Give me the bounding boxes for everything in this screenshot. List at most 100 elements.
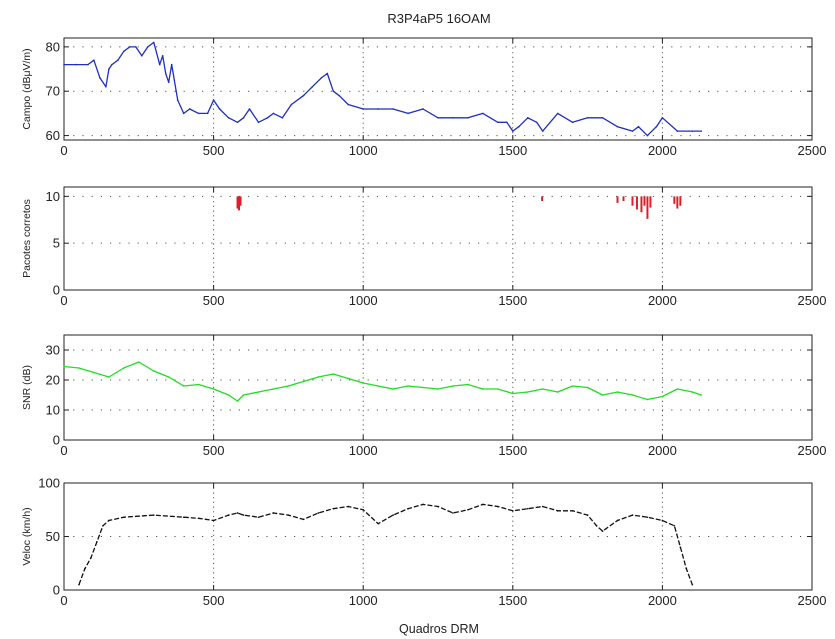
axes-frame: [63, 37, 813, 141]
data-point-veloc: [631, 514, 634, 516]
axes-frame: [63, 186, 813, 291]
data-point-snr: [236, 400, 239, 402]
data-point-veloc: [646, 516, 649, 519]
data-point-veloc: [377, 522, 379, 525]
data-point-campo: [99, 77, 101, 79]
data-point-veloc: [661, 519, 664, 522]
data-point-snr: [332, 373, 335, 375]
data-point-snr: [93, 371, 95, 374]
y-axis-label-campo: Campo (dBμV/m): [21, 48, 33, 129]
data-point-campo: [526, 117, 529, 119]
data-point-veloc: [571, 510, 574, 512]
y-tick-label: 0: [53, 583, 60, 598]
data-point-campo: [392, 108, 394, 110]
data-point-campo: [152, 41, 155, 44]
x-tick-label: 500: [203, 293, 225, 308]
data-point-campo: [170, 63, 173, 66]
data-point-snr: [437, 388, 439, 390]
data-point-campo: [467, 117, 469, 119]
axes-frame: [63, 334, 813, 441]
x-tick-label: 2500: [798, 443, 827, 458]
data-point-snr: [676, 388, 679, 390]
data-point-veloc: [257, 516, 260, 519]
x-tick-label: 1500: [498, 443, 527, 458]
data-point-veloc: [392, 514, 394, 516]
data-point-snr: [482, 388, 484, 390]
data-point-veloc: [601, 530, 604, 532]
data-point-campo: [497, 121, 499, 124]
data-point-snr: [646, 398, 649, 401]
data-point-snr: [586, 386, 589, 389]
data-point-veloc: [673, 525, 676, 527]
data-point-veloc: [332, 507, 335, 510]
data-point-snr: [392, 388, 394, 390]
data-point-snr: [138, 361, 140, 363]
data-point-campo: [236, 121, 239, 124]
data-point-campo: [616, 125, 619, 128]
data-point-veloc: [526, 507, 529, 510]
x-tick-label: 2500: [798, 293, 827, 308]
data-point-campo: [257, 121, 260, 124]
data-point-campo: [105, 85, 107, 88]
data-point-campo: [281, 117, 284, 119]
data-point-veloc: [556, 510, 559, 512]
data-point-campo: [482, 112, 484, 115]
y-tick-label: 30: [46, 343, 60, 358]
data-point-snr: [422, 386, 424, 389]
data-point-snr: [467, 383, 469, 386]
y-tick-label: 50: [46, 529, 60, 544]
data-point-campo: [75, 63, 77, 66]
data-point-veloc: [287, 514, 290, 516]
x-axis-label: Quadros DRM: [399, 622, 479, 636]
data-point-snr: [242, 394, 245, 396]
data-point-veloc: [96, 541, 98, 543]
data-point-campo: [311, 85, 314, 88]
data-point-snr: [631, 394, 634, 396]
x-tick-label: 0: [60, 593, 67, 608]
data-point-veloc: [272, 512, 275, 514]
data-point-veloc: [123, 516, 125, 519]
data-point-snr: [571, 385, 574, 387]
data-point-snr: [212, 388, 215, 390]
data-point-snr: [197, 383, 200, 386]
data-point-campo: [655, 125, 658, 128]
data-point-veloc: [452, 512, 454, 514]
data-point-snr: [78, 367, 80, 369]
data-point-snr: [512, 392, 514, 395]
data-point-campo: [422, 108, 424, 110]
data-point-campo: [140, 54, 143, 57]
x-tick-label: 1000: [349, 443, 378, 458]
x-tick-label: 0: [60, 293, 67, 308]
data-point-campo: [586, 117, 589, 119]
series-line-campo: [64, 41, 702, 137]
x-tick-label: 2500: [798, 143, 827, 158]
data-point-snr: [108, 376, 110, 378]
data-point-snr: [661, 395, 664, 398]
data-point-campo: [535, 121, 538, 124]
x-tick-label: 2000: [648, 593, 677, 608]
data-point-campo: [676, 130, 679, 132]
data-point-snr: [377, 385, 379, 387]
x-tick-label: 500: [203, 593, 225, 608]
data-point-veloc: [691, 583, 694, 586]
y-tick-label: 100: [38, 476, 60, 491]
data-point-campo: [212, 99, 215, 101]
data-point-snr: [152, 370, 155, 372]
data-point-snr: [616, 391, 619, 393]
x-tick-label: 2000: [648, 443, 677, 458]
data-point-veloc: [437, 505, 439, 508]
y-axis-label-veloc: Veloc (km/h): [21, 507, 33, 565]
data-point-veloc: [422, 503, 424, 506]
data-point-veloc: [317, 512, 320, 514]
data-point-snr: [227, 394, 230, 396]
series-line-snr: [63, 361, 702, 402]
data-point-campo: [302, 94, 305, 97]
data-point-campo: [123, 50, 125, 53]
data-point-campo: [93, 59, 95, 61]
y-axis-label-pacotes: Pacotes corretos: [21, 199, 33, 278]
x-tick-label: 0: [60, 143, 67, 158]
data-point-campo: [63, 63, 65, 66]
data-point-veloc: [90, 557, 92, 559]
data-point-campo: [158, 63, 161, 66]
